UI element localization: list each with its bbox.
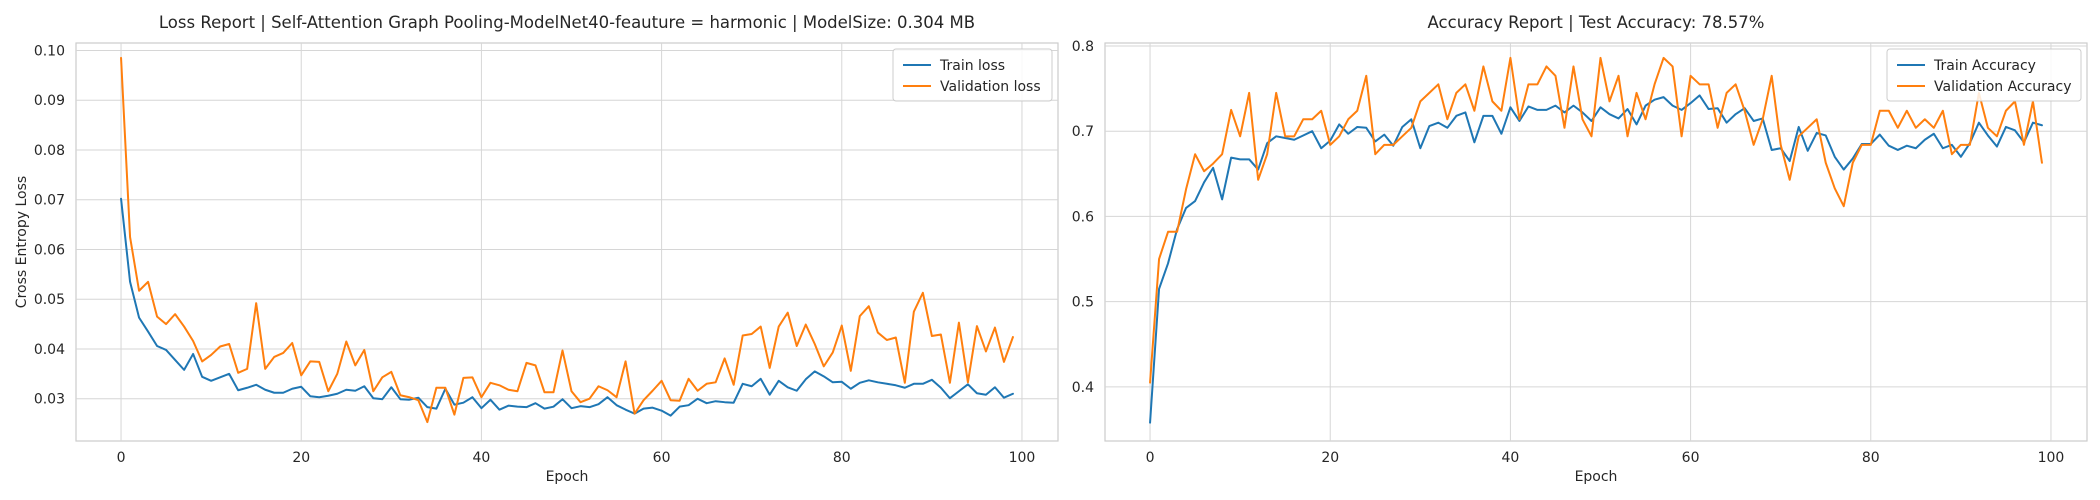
accuracy-legend: Train Accuracy Validation Accuracy	[1886, 48, 2082, 102]
loss-legend-label: Validation loss	[940, 79, 1041, 95]
accuracy-x-tick-label: 20	[1321, 450, 1339, 466]
loss-x-tick-label: 100	[1009, 450, 1036, 466]
accuracy-x-axis-label: Epoch	[1575, 469, 1618, 485]
accuracy-series	[1149, 56, 2043, 424]
loss-x-tick-label: 40	[472, 450, 490, 466]
accuracy-x-tick-label: 60	[1682, 450, 1700, 466]
accuracy-y-tick-label: 0.4	[1072, 380, 1094, 396]
loss-x-axis-label: Epoch	[546, 469, 589, 485]
loss-x-tick-label: 60	[653, 450, 671, 466]
accuracy-x-tick-label: 40	[1501, 450, 1519, 466]
loss-series-line-validation	[120, 56, 1014, 424]
accuracy-legend-frame	[1886, 48, 2082, 102]
accuracy-x-tick-label: 100	[2038, 450, 2065, 466]
loss-y-tick-label: 0.10	[34, 43, 65, 59]
loss-y-tick-label: 0.05	[34, 292, 65, 308]
loss-y-tick-label: 0.03	[34, 392, 65, 408]
accuracy-y-tick-label: 0.6	[1072, 209, 1094, 225]
accuracy-legend-label: Validation Accuracy	[1934, 79, 2072, 95]
loss-series-line-train	[120, 197, 1014, 417]
loss-legend-label: Train loss	[939, 58, 1005, 74]
loss-series	[120, 56, 1014, 424]
loss-legend-frame	[892, 48, 1053, 102]
loss-x-tick-label: 20	[292, 450, 310, 466]
accuracy-chart-title: Accuracy Report | Test Accuracy: 78.57%	[1428, 13, 1765, 32]
loss-y-tick-label: 0.09	[34, 93, 65, 109]
accuracy-y-tick-label: 0.5	[1072, 295, 1094, 311]
accuracy-tick-labels: 0 20 40 60 80 100 0.4 0.5 0.6 0.7 0.8	[1072, 39, 2065, 466]
loss-legend: Train loss Validation loss	[892, 48, 1053, 102]
accuracy-plot-area	[1104, 42, 2088, 442]
loss-y-tick-label: 0.07	[34, 193, 65, 209]
loss-y-tick-label: 0.04	[34, 342, 65, 358]
accuracy-series-line-validation	[1149, 56, 2043, 384]
loss-y-axis-label: Cross Entropy Loss	[14, 176, 30, 308]
loss-tick-labels: 0 20 40 60 80 100 0.03 0.04 0.05 0.06 0.07 0.08 0.09…	[34, 43, 1036, 466]
accuracy-legend-label: Train Accuracy	[1933, 58, 2036, 74]
accuracy-chart: 0 20 40 60 80 100 0.4 0.5 0.6 0.7 0.8 Accuracy Rep…	[1072, 13, 2088, 485]
accuracy-y-tick-label: 0.7	[1072, 124, 1094, 140]
loss-plot-area	[75, 42, 1059, 442]
accuracy-x-tick-label: 0	[1146, 450, 1155, 466]
accuracy-y-tick-label: 0.8	[1072, 39, 1094, 55]
loss-x-tick-label: 0	[117, 450, 126, 466]
loss-y-tick-label: 0.06	[34, 242, 65, 258]
accuracy-series-line-train	[1149, 94, 2043, 424]
accuracy-x-tick-label: 80	[1862, 450, 1880, 466]
loss-x-tick-label: 80	[833, 450, 851, 466]
loss-chart-title: Loss Report | Self-Attention Graph Pooli…	[159, 13, 975, 32]
loss-chart: 0 20 40 60 80 100 0.03 0.04 0.05 0.06 0.07 0.08 0.09…	[14, 13, 1059, 485]
loss-y-tick-label: 0.08	[34, 143, 65, 159]
